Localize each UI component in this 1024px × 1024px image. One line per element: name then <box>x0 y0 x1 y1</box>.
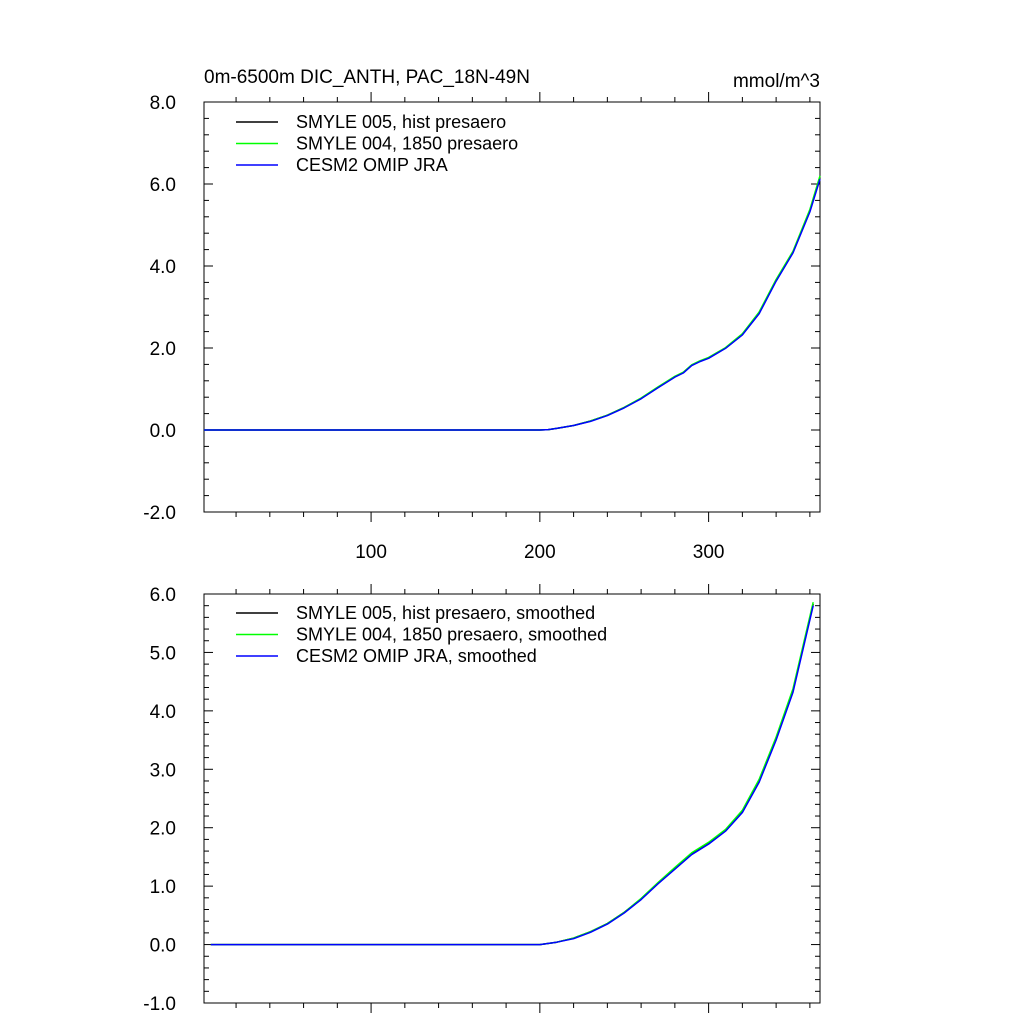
y-tick-label: 4.0 <box>150 702 176 723</box>
x-tick-label: 300 <box>693 542 725 563</box>
units-label: mmol/m^3 <box>733 71 820 92</box>
y-tick-label: 0.0 <box>150 421 176 442</box>
plot-frame <box>203 101 821 513</box>
legend-label: SMYLE 004, 1850 presaero <box>296 134 518 154</box>
series-line <box>210 605 814 946</box>
y-tick-label: 6.0 <box>150 585 176 606</box>
panel-top: -2.0 0.0 2.0 4.0 6.0 8.0 100 200 300 0m-6500m DIC… <box>143 67 821 563</box>
legend-label: SMYLE 005, hist presaero, smoothed <box>296 603 595 623</box>
y-tick-label: -1.0 <box>143 994 176 1015</box>
y-tick-label: 8.0 <box>150 93 176 114</box>
y-tick-label: 2.0 <box>150 819 176 840</box>
y-tick-label: -2.0 <box>143 503 176 524</box>
legend-label: SMYLE 004, 1850 presaero, smoothed <box>296 625 607 645</box>
y-tick-label: 1.0 <box>150 877 176 898</box>
y-tick-label: 6.0 <box>150 175 176 196</box>
series-line <box>204 176 821 431</box>
x-tick-label: 200 <box>524 542 556 563</box>
y-tick-label: 2.0 <box>150 339 176 360</box>
plot-frame <box>203 593 821 1004</box>
y-tick-label: 5.0 <box>150 643 176 664</box>
series-line <box>204 178 821 431</box>
legend-label: CESM2 OMIP JRA, smoothed <box>296 646 537 666</box>
panel-bottom: -1.0 0.0 1.0 2.0 3.0 4.0 5.0 6.0 SMYLE 005, hist… <box>143 584 821 1015</box>
x-tick-label: 100 <box>355 542 387 563</box>
y-tick-label: 4.0 <box>150 257 176 278</box>
series-line <box>204 175 821 431</box>
chart-title: 0m-6500m DIC_ANTH, PAC_18N-49N <box>204 67 530 88</box>
y-tick-label: 3.0 <box>150 760 176 781</box>
legend-label: CESM2 OMIP JRA <box>296 155 448 175</box>
legend-label: SMYLE 005, hist presaero <box>296 112 506 132</box>
y-tick-label: 0.0 <box>150 936 176 957</box>
